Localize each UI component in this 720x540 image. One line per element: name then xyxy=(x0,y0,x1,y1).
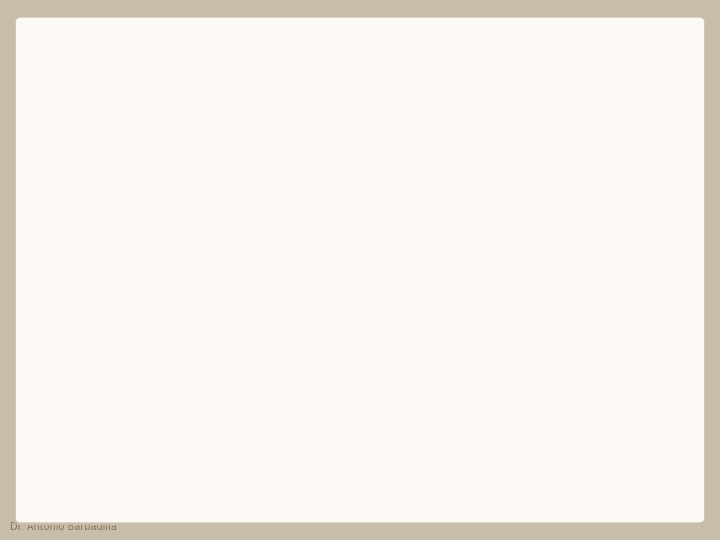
Text: Mitosis: Mitosis xyxy=(85,94,197,122)
Text: •Reductiva (2n) -> (n): •Reductiva (2n) -> (n) xyxy=(382,176,545,191)
Text: •Células gaméticas: •Células gaméticas xyxy=(382,440,524,456)
Text: Meiosis: Meiosis xyxy=(407,94,525,122)
Text: •Una división (2 células hijas): •Una división (2 células hijas) xyxy=(42,240,261,256)
Text: Dr. Antonio Barbadilla: Dr. Antonio Barbadilla xyxy=(10,522,117,531)
Text: dgm: dgm xyxy=(33,498,94,522)
Text: •Conservativa (2n) -> (2n): •Conservativa (2n) -> (2n) xyxy=(42,176,240,191)
Text: Mitosis: Mitosis xyxy=(220,30,367,68)
Text: • Apareamiento cromosomas
homólogos (y quiasma ->
entrecruzamiento): • Apareamiento cromosomas homólogos (y q… xyxy=(382,311,596,369)
Text: •Dos divisiones (4 células hijas): •Dos divisiones (4 células hijas) xyxy=(382,240,616,256)
Text: vs: vs xyxy=(347,32,387,65)
Text: Meiosis: Meiosis xyxy=(367,30,523,68)
Text: •No suele haber apareamiento
de cromosomas homólogos
(y no quiasma): •No suele haber apareamiento de cromosom… xyxy=(42,311,269,369)
Text: •Células no gaméticas: •Células no gaméticas xyxy=(42,440,209,456)
